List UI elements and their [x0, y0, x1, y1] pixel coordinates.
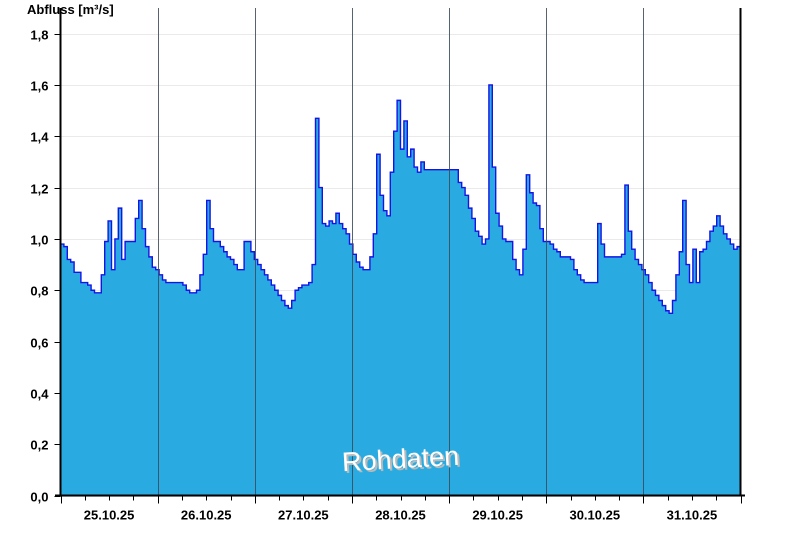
y-tick-label: 1,0 — [30, 233, 48, 248]
x-tick-label: 25.10.25 — [84, 508, 135, 523]
y-tick-label: 0,2 — [30, 438, 48, 453]
y-tick-label: 1,2 — [30, 182, 48, 197]
x-tick-label: 28.10.25 — [375, 508, 426, 523]
x-tick-label: 31.10.25 — [667, 508, 718, 523]
watermark: Rohdaten Rohdaten — [341, 441, 462, 479]
x-axis-ticks: 25.10.25 26.10.25 27.10.25 28.10.25 29.10.25… — [60, 495, 743, 523]
y-tick-label: 0,0 — [30, 490, 48, 505]
watermark-label: Rohdaten — [341, 441, 460, 477]
x-tick-label: 29.10.25 — [472, 508, 523, 523]
y-tick-label: 0,4 — [30, 387, 49, 402]
axes — [55, 8, 745, 497]
y-tick-label: 1,8 — [30, 28, 48, 43]
watermark-shadow-text: Rohdaten — [343, 443, 462, 479]
x-tick-label: 27.10.25 — [278, 508, 329, 523]
page-title: Abfluss [m³/s] — [27, 2, 114, 17]
discharge-area-fill — [60, 84, 741, 496]
y-tick-label: 1,6 — [30, 79, 48, 94]
discharge-outline — [60, 84, 741, 315]
x-tick-label: 30.10.25 — [569, 508, 620, 523]
x-tick-label: 26.10.25 — [181, 508, 232, 523]
y-tick-label: 1,4 — [30, 130, 49, 145]
y-tick-label: 0,8 — [30, 284, 48, 299]
day-separator-lines — [158, 8, 644, 496]
y-axis-ticks: 0,0 0,2 0,4 0,6 0,8 1,0 1,2 1,4 1,6 1,8 — [30, 28, 61, 505]
discharge-series — [60, 84, 741, 496]
y-tick-label: 0,6 — [30, 336, 48, 351]
